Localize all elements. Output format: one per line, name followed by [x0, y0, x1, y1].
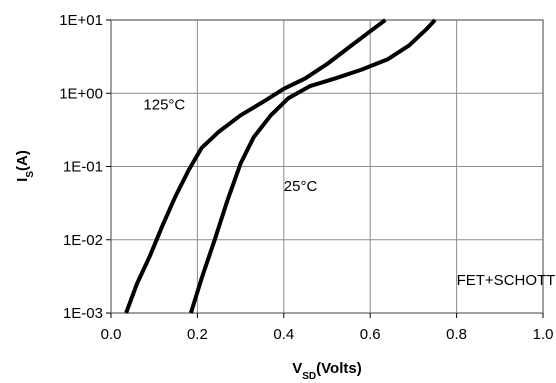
y-tick-label: 1E-02	[63, 232, 103, 249]
series-line-25c	[188, 18, 437, 314]
y-tick-label: 1E-01	[63, 159, 103, 176]
y-axis-label: IS(A)	[14, 150, 36, 182]
annotations: 125°C 25°C FET+SCHOTTKY	[143, 97, 556, 290]
y-tick-label: 1E+00	[59, 85, 103, 102]
series-layer	[124, 18, 437, 314]
x-tick-label: 0.2	[187, 326, 208, 343]
x-tick-label: 0.4	[273, 326, 294, 343]
y-axis-label-subscript: S	[25, 171, 36, 178]
y-tick-label: 1E-03	[63, 305, 103, 322]
annotation-label: 25°C	[284, 178, 318, 195]
x-axis-label-subscript: SD	[302, 371, 316, 382]
series-line-125c	[124, 18, 387, 314]
y-tick-label: 1E+01	[59, 12, 103, 29]
x-tick-label: 0.0	[101, 326, 122, 343]
annotation-label: FET+SCHOTTKY	[457, 272, 556, 289]
y-axis-label-rest: (A)	[14, 150, 31, 171]
y-tick-labels: 1E+01 1E+00 1E-01 1E-02 1E-03	[59, 12, 111, 322]
x-tick-label: 0.8	[446, 326, 467, 343]
x-tick-label: 0.6	[360, 326, 381, 343]
x-axis-label: VSD(Volts)	[292, 360, 361, 382]
y-axis-label-main: I	[14, 178, 31, 182]
x-tick-labels: 0.0 0.2 0.4 0.6 0.8 1.0	[101, 313, 554, 343]
x-tick-label: 1.0	[533, 326, 554, 343]
x-axis-label-main: V	[292, 360, 302, 377]
annotation-label: 125°C	[143, 97, 185, 114]
grid	[111, 20, 543, 313]
x-axis-label-rest: (Volts)	[316, 360, 362, 377]
